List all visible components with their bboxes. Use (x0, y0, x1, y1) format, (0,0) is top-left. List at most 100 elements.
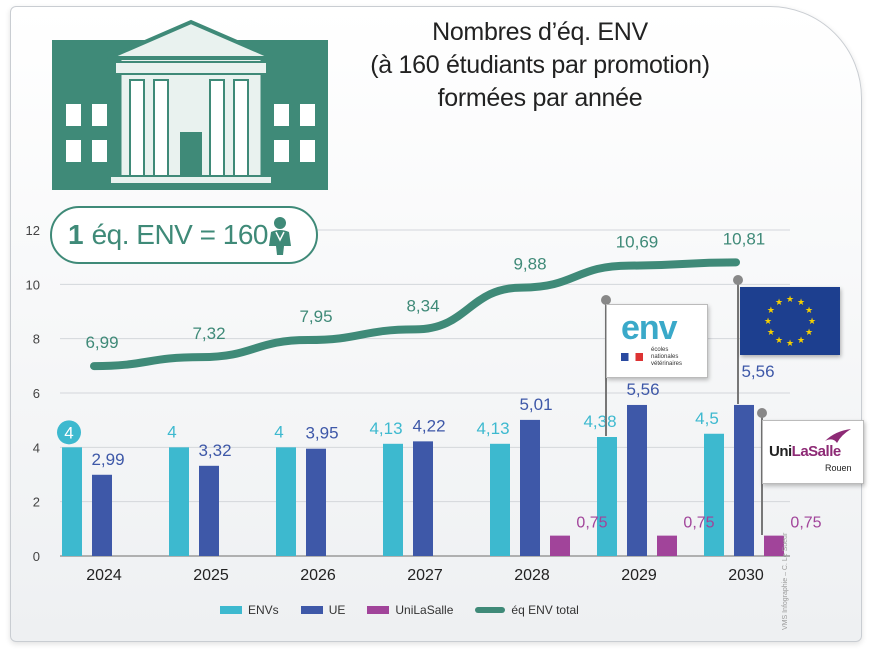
env-sub-line: nationales (651, 354, 679, 360)
bar-ue (199, 465, 219, 556)
envs-value-label: 4 (64, 423, 73, 442)
y-tick-label: 10 (26, 277, 40, 292)
eu-star-icon: ★ (767, 306, 775, 316)
eu-flag-icon: ★ ★ ★ ★ ★ ★ ★ ★ ★ ★ ★ ★ (740, 287, 840, 355)
bar-ue (413, 441, 433, 556)
unilasalle-logo: UniLaSalle Rouen (762, 420, 864, 484)
eu-star-icon: ★ (805, 328, 813, 338)
legend-label: ENVs (248, 603, 279, 617)
eu-star-icon: ★ (808, 317, 816, 327)
legend-swatch (367, 606, 390, 614)
y-tick-label: 0 (33, 549, 40, 564)
x-tick-label: 2025 (193, 567, 229, 584)
badge-text: éq. ENV = 160 (91, 219, 269, 250)
unilasalle-name-a: Uni (769, 443, 792, 460)
legend: ENVs UE UniLaSalle éq ENV total (220, 603, 579, 617)
bar-ue (734, 404, 754, 556)
eu-star-icon: ★ (797, 298, 805, 308)
unilasalle-bird-icon (825, 429, 851, 443)
total-value-label: 7,95 (299, 307, 332, 326)
legend-item-total: éq ENV total (475, 603, 579, 617)
eu-star-icon: ★ (775, 298, 783, 308)
total-value-label: 6,99 (85, 333, 118, 352)
title-line-3: formées par année (437, 84, 643, 112)
legend-swatch (300, 606, 323, 614)
eu-star-icon: ★ (786, 295, 794, 305)
bar-unilasalle (550, 535, 570, 556)
bar-envs (597, 437, 617, 556)
legend-item-ue: UE (300, 603, 346, 617)
ue-value-label: 4,22 (412, 416, 445, 435)
envs-value-label: 4 (167, 422, 176, 441)
bar-envs (169, 447, 189, 556)
equivalence-badge: 1 éq. ENV = 160 (50, 206, 318, 264)
envs-value-badge (57, 420, 81, 445)
total-value-label: 10,81 (723, 229, 766, 248)
y-tick-label: 2 (33, 495, 40, 510)
bar-ue (92, 474, 112, 556)
bar-ue (520, 419, 540, 556)
envs-value-label: 4,5 (695, 409, 719, 428)
total-line (90, 258, 740, 371)
eu-star-icon: ★ (767, 328, 775, 338)
unilasalle-value-label: 0,75 (576, 515, 607, 532)
legend-item-unilasalle: UniLaSalle (367, 603, 453, 617)
unilasalle-value-label: 0,75 (790, 515, 821, 532)
bar-envs (62, 447, 82, 556)
title-line-2: (à 160 étudiants par promotion) (370, 51, 710, 79)
unilasalle-name-b: LaSalle (791, 443, 842, 460)
x-tick-label: 2028 (514, 567, 550, 584)
badge-number: 1 (68, 219, 84, 250)
legend-item-envs: ENVs (220, 603, 279, 617)
bar-envs (704, 433, 724, 556)
x-tick-label: 2029 (621, 567, 657, 584)
eu-star-icon: ★ (786, 339, 794, 349)
legend-swatch (475, 607, 506, 613)
total-value-label: 10,69 (616, 233, 659, 252)
legend-label: UniLaSalle (395, 603, 454, 617)
french-flag-icon (621, 353, 643, 361)
unilasalle-city: Rouen (825, 463, 852, 473)
env-logo-word: env (621, 309, 678, 347)
envs-value-label: 4,13 (369, 419, 402, 438)
legend-label: UE (328, 603, 346, 617)
env-sub-line: écoles (651, 347, 669, 353)
bar-unilasalle (657, 535, 677, 556)
envs-value-label: 4,13 (476, 419, 509, 438)
eu-star-icon: ★ (764, 317, 772, 327)
y-tick-label: 6 (33, 386, 40, 401)
credit-text: VMS Infographie – C. Le Sueur (782, 532, 789, 630)
x-tick-label: 2027 (407, 567, 443, 584)
x-tick-label: 2030 (728, 567, 764, 584)
ue-value-label: 5,56 (626, 380, 659, 399)
total-value-label: 7,32 (192, 324, 225, 343)
student-icon (269, 217, 291, 255)
total-value-label: 8,34 (406, 296, 439, 315)
eu-stars: ★★★★★★★★★ ★ ★★ (764, 295, 816, 349)
bar-ue (627, 404, 647, 556)
env-logo: env écoles nationales vétérinaires (606, 304, 708, 378)
y-tick-label: 8 (33, 332, 40, 347)
building-illustration (52, 19, 328, 190)
eu-star-icon: ★ (797, 336, 805, 346)
ue-value-label: 2,99 (91, 450, 124, 469)
env-logo-subtitle: écoles nationales vétérinaires (651, 347, 682, 368)
bar-ue (306, 448, 326, 556)
ue-value-label: 3,95 (305, 424, 338, 443)
bar-envs (490, 443, 510, 556)
bar-unilasalle (764, 535, 784, 556)
bar-envs (276, 447, 296, 556)
ue-value-label: 5,01 (519, 395, 552, 414)
bar-envs (383, 443, 403, 556)
y-tick-label: 4 (33, 440, 40, 455)
x-tick-label: 2026 (300, 567, 336, 584)
legend-label: éq ENV total (511, 603, 579, 617)
env-sub-line: vétérinaires (651, 361, 683, 367)
title-line-1: Nombres d’éq. ENV (432, 18, 648, 46)
ue-value-label: 3,32 (198, 441, 231, 460)
eu-star-icon: ★ (805, 306, 813, 316)
envs-value-label: 4,38 (583, 412, 616, 431)
unilasalle-name: UniLaSalle (769, 443, 841, 460)
y-tick-label: 12 (26, 223, 40, 238)
